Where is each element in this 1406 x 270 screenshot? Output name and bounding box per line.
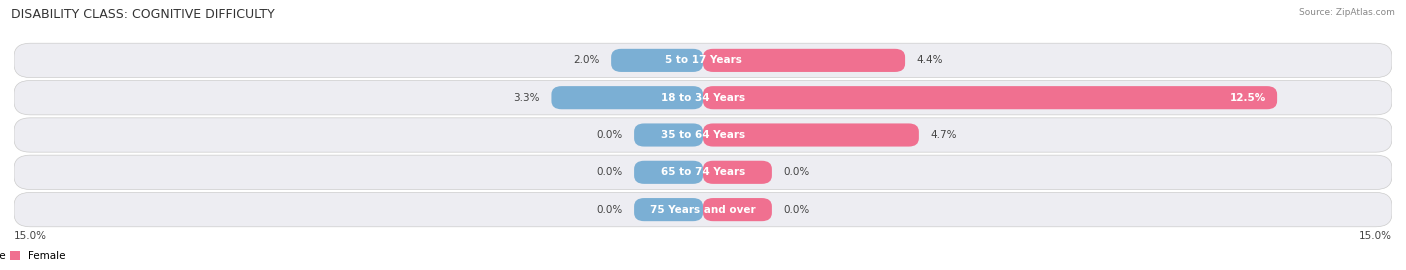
- FancyBboxPatch shape: [703, 86, 1277, 109]
- Legend: Male, Female: Male, Female: [0, 247, 70, 265]
- FancyBboxPatch shape: [703, 161, 772, 184]
- Text: 0.0%: 0.0%: [596, 167, 623, 177]
- FancyBboxPatch shape: [634, 123, 703, 147]
- Text: 65 to 74 Years: 65 to 74 Years: [661, 167, 745, 177]
- FancyBboxPatch shape: [703, 49, 905, 72]
- Text: 0.0%: 0.0%: [783, 205, 810, 215]
- Text: 18 to 34 Years: 18 to 34 Years: [661, 93, 745, 103]
- FancyBboxPatch shape: [612, 49, 703, 72]
- Text: 5 to 17 Years: 5 to 17 Years: [665, 55, 741, 65]
- Text: Source: ZipAtlas.com: Source: ZipAtlas.com: [1299, 8, 1395, 17]
- FancyBboxPatch shape: [703, 123, 920, 147]
- FancyBboxPatch shape: [14, 118, 1392, 152]
- FancyBboxPatch shape: [14, 155, 1392, 190]
- Text: 4.7%: 4.7%: [931, 130, 957, 140]
- Text: 75 Years and over: 75 Years and over: [650, 205, 756, 215]
- FancyBboxPatch shape: [703, 198, 772, 221]
- FancyBboxPatch shape: [14, 43, 1392, 77]
- Text: 0.0%: 0.0%: [596, 130, 623, 140]
- FancyBboxPatch shape: [634, 161, 703, 184]
- Text: 4.4%: 4.4%: [917, 55, 943, 65]
- Text: 0.0%: 0.0%: [783, 167, 810, 177]
- FancyBboxPatch shape: [14, 193, 1392, 227]
- FancyBboxPatch shape: [14, 80, 1392, 115]
- Text: 15.0%: 15.0%: [14, 231, 46, 241]
- Text: 15.0%: 15.0%: [1360, 231, 1392, 241]
- FancyBboxPatch shape: [634, 198, 703, 221]
- Text: 0.0%: 0.0%: [596, 205, 623, 215]
- Text: 35 to 64 Years: 35 to 64 Years: [661, 130, 745, 140]
- Text: 3.3%: 3.3%: [513, 93, 540, 103]
- Text: 12.5%: 12.5%: [1229, 93, 1265, 103]
- Text: 2.0%: 2.0%: [574, 55, 599, 65]
- Text: DISABILITY CLASS: COGNITIVE DIFFICULTY: DISABILITY CLASS: COGNITIVE DIFFICULTY: [11, 8, 276, 21]
- FancyBboxPatch shape: [551, 86, 703, 109]
